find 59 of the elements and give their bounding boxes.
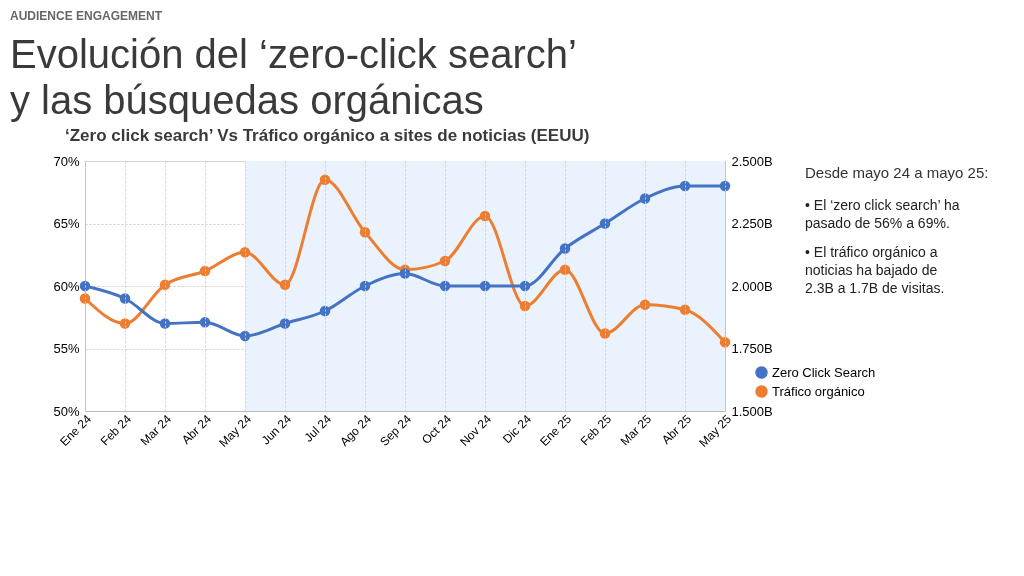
point [559,243,571,254]
point [559,264,571,275]
point [479,280,491,292]
x-tick-label: Mar 25 [617,411,655,449]
chart-title: Evolución del ‘zero-click search’ y las búsquedas orgánicas [10,32,577,122]
point [679,304,691,315]
y2-tick-label: 1.500B [731,403,773,419]
y-tick-label: 60% [53,278,80,294]
chart-subtitle: ‘Zero click search’ Vs Tráfico orgánico a sites de noticias (EEUU) [65,126,590,145]
point [399,268,411,279]
legend-label: Zero Click Search [772,364,876,380]
point [599,328,611,339]
x-tick-label: Sep 24 [377,411,415,449]
point [199,265,211,277]
x-tick-label: Feb 24 [97,411,135,449]
point [319,174,331,185]
y-tick-label: 70% [53,153,80,169]
y2-tick-label: 2.000B [731,278,773,294]
legend-label: Tráfico orgánico [772,383,865,399]
x-tick-label: Abr 24 [179,411,215,447]
point [279,279,291,290]
text: • El ‘zero click search’ ha pasado de 56% a 69%. [805,197,960,231]
x-tick-label: Ene 25 [537,411,575,449]
y-tick-label: 50% [53,403,80,419]
y2-tick-label: 2.500B [731,153,773,169]
x-tick-label: Jul 24 [301,411,335,445]
x-tick-label: Dic 24 [500,411,535,447]
x-tick-label: Oct 24 [419,411,455,447]
point [679,180,691,192]
x-tick-label: Feb 25 [577,411,615,449]
y-tick-label: 65% [53,216,80,231]
point [439,255,451,267]
text: Desde mayo 24 a mayo 25: [805,164,989,181]
point [79,280,91,292]
x-tick-label: Mar 24 [137,411,175,449]
point [719,337,731,348]
x-tick-label: Jun 24 [258,411,295,448]
point [359,227,371,238]
x-tick-label: May 24 [216,411,255,450]
x-tick-label: Abr 25 [659,411,695,447]
point [239,330,251,342]
point [719,180,731,192]
point [359,280,371,292]
x-tick-label: Ago 24 [337,411,375,449]
point [519,300,531,312]
text: AUDIENCE ENGAGEMENT [10,9,163,23]
y-tick-label: 55% [53,341,80,356]
x-tick-label: Nov 24 [457,411,495,449]
point [519,280,531,292]
point [199,317,211,328]
point [479,210,491,222]
point [639,299,651,310]
y2-tick-label: 2.250B [731,216,773,231]
point [239,247,251,258]
y2-tick-label: 1.750B [731,341,773,356]
point [319,305,331,317]
point [159,279,171,290]
text: • El tráfico orgánico a noticias ha bajado de 2.3B a 1.7B de visitas. [805,244,945,296]
point [439,280,451,292]
